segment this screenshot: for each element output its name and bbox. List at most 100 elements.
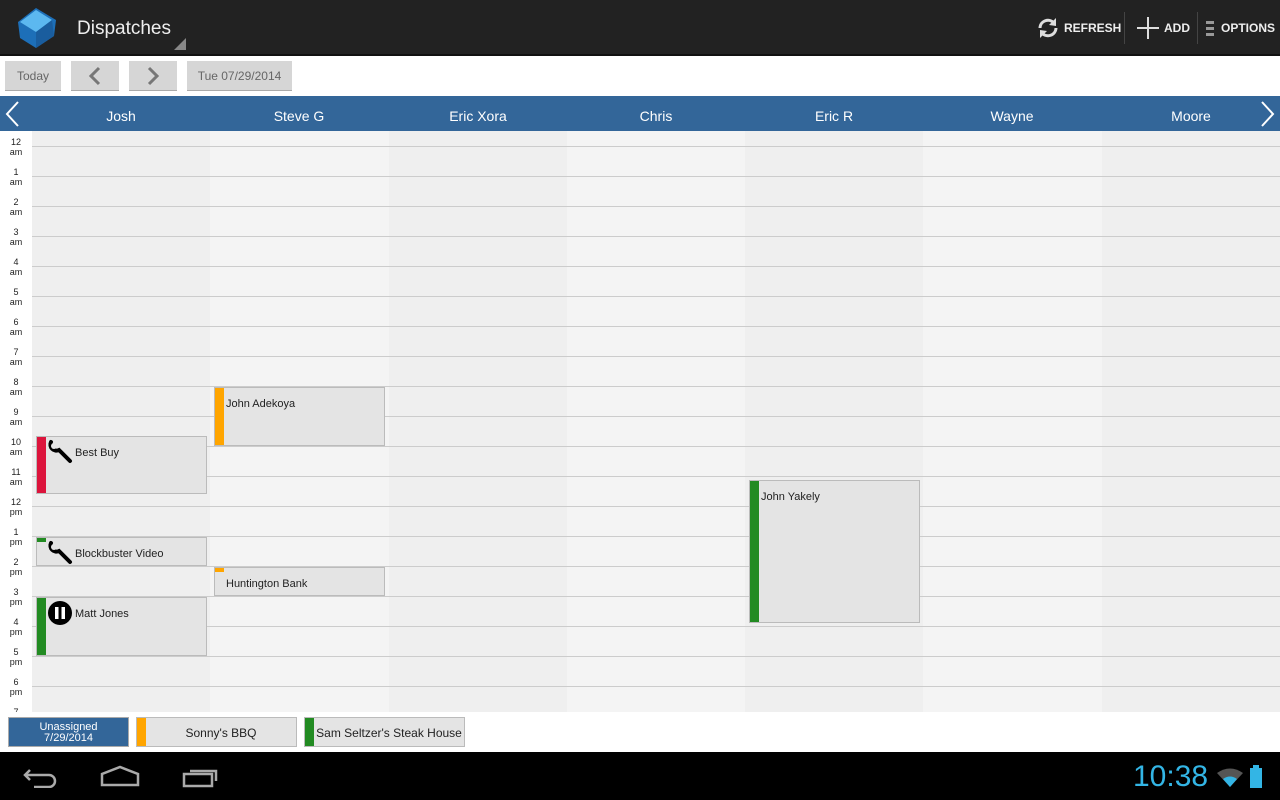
hour-number: 7 <box>13 707 19 712</box>
pause-icon <box>48 600 72 625</box>
hour-label: 10 am <box>0 437 32 457</box>
hour-line <box>32 236 1280 237</box>
dropdown-indicator-icon[interactable] <box>174 38 186 50</box>
hour-line <box>32 296 1280 297</box>
hour-line <box>32 176 1280 177</box>
customer-legend-item[interactable]: Sonny's BBQ <box>136 717 297 747</box>
hour-period: pm <box>9 627 23 637</box>
hour-number: 12 <box>10 497 21 507</box>
hour-number: 2 <box>13 197 19 207</box>
add-label: ADD <box>1164 21 1190 35</box>
legend-label: Sonny's BBQ <box>185 726 257 740</box>
hour-number: 9 <box>13 407 19 417</box>
hour-period: am <box>9 387 23 397</box>
hour-period: pm <box>9 657 23 667</box>
status-strip <box>37 537 46 542</box>
hour-period: am <box>9 147 23 157</box>
hour-label: 8 am <box>0 377 32 397</box>
technician-column[interactable] <box>389 131 568 712</box>
column-header[interactable]: Josh <box>106 108 136 124</box>
hour-number: 4 <box>13 617 19 627</box>
app-logo-icon[interactable] <box>14 6 60 50</box>
status-strip <box>37 437 46 493</box>
dispatch-event[interactable]: Huntington Bank <box>214 566 385 596</box>
recent-apps-icon[interactable] <box>182 766 220 788</box>
technician-column[interactable] <box>745 131 924 712</box>
dispatch-event[interactable]: John Adekoya <box>214 386 385 446</box>
column-header[interactable]: Wayne <box>990 108 1034 124</box>
dispatch-event[interactable]: John Yakely <box>749 479 920 623</box>
event-title: Blockbuster Video <box>75 547 164 560</box>
hour-line <box>32 446 1280 447</box>
refresh-icon <box>1038 18 1058 38</box>
unassigned-button[interactable]: Unassigned 7/29/2014 <box>8 717 129 747</box>
hour-label: 4 am <box>0 257 32 277</box>
hour-number: 4 <box>13 257 19 267</box>
hour-period: am <box>9 417 23 427</box>
hour-number: 2 <box>13 557 19 567</box>
column-header[interactable]: Chris <box>639 108 673 124</box>
options-button[interactable]: OPTIONS <box>1205 0 1275 56</box>
hour-number: 7 <box>13 347 19 357</box>
column-header[interactable]: Steve G <box>273 108 325 124</box>
action-bar: Dispatches REFRESH ADD OPTIONS <box>0 0 1280 56</box>
hour-label: 2 am <box>0 197 32 217</box>
date-picker-button[interactable]: Tue 07/29/2014 <box>187 61 292 91</box>
hour-label: 9 am <box>0 407 32 427</box>
event-title: John Yakely <box>761 490 820 503</box>
hour-period: am <box>9 297 23 307</box>
hour-number: 6 <box>13 677 19 687</box>
hour-period: am <box>9 237 23 247</box>
hour-line <box>32 206 1280 207</box>
home-icon[interactable] <box>100 765 140 787</box>
technician-column[interactable] <box>567 131 746 712</box>
hour-period: am <box>9 477 23 487</box>
column-header[interactable]: Eric Xora <box>449 108 507 124</box>
column-header[interactable]: Eric R <box>814 108 854 124</box>
event-title: Huntington Bank <box>226 577 308 590</box>
next-day-button[interactable] <box>129 61 177 91</box>
hour-line <box>32 326 1280 327</box>
legend-color <box>305 718 314 746</box>
column-header[interactable]: Moore <box>1171 108 1211 124</box>
event-title: Best Buy <box>75 447 120 460</box>
customer-legend-item[interactable]: Sam Seltzer's Steak House <box>304 717 465 747</box>
technician-column[interactable] <box>923 131 1102 712</box>
dispatch-event[interactable]: Blockbuster Video <box>36 536 207 566</box>
hour-label: 12 am <box>0 137 32 157</box>
menu-icon <box>1206 21 1214 36</box>
status-strip <box>215 567 224 572</box>
hour-label: 3 am <box>0 227 32 247</box>
hour-line <box>32 266 1280 267</box>
system-bar: 10:38 <box>0 752 1280 800</box>
hour-period: am <box>9 447 23 457</box>
back-icon[interactable] <box>22 766 58 788</box>
hour-label: 1 am <box>0 167 32 187</box>
hour-period: pm <box>9 507 23 517</box>
technician-column[interactable] <box>1102 131 1280 712</box>
app-title[interactable]: Dispatches <box>77 18 171 39</box>
chevron-left-icon <box>88 66 101 85</box>
scroll-left-icon[interactable] <box>4 100 20 128</box>
chevron-right-icon <box>147 66 160 85</box>
schedule-grid[interactable]: 12 am 1 am 2 am 3 am 4 am 5 am 6 am 7 am 8 am 9 am 10 am 11 am 1… <box>0 131 1280 712</box>
refresh-button[interactable]: REFRESH <box>1036 0 1121 56</box>
hour-label: 4 pm <box>0 617 32 637</box>
hour-label: 6 pm <box>0 677 32 697</box>
legend-color <box>137 718 146 746</box>
options-label: OPTIONS <box>1221 21 1276 35</box>
dispatch-event[interactable]: Best Buy <box>36 436 207 494</box>
hour-label: 12 pm <box>0 497 32 517</box>
scroll-right-icon[interactable] <box>1260 100 1276 128</box>
wifi-icon <box>1217 768 1243 787</box>
previous-day-button[interactable] <box>71 61 119 91</box>
today-button[interactable]: Today <box>5 61 61 91</box>
add-button[interactable]: ADD <box>1136 0 1190 56</box>
wrench-icon <box>48 540 72 564</box>
hour-number: 12 <box>10 137 21 147</box>
hour-number: 1 <box>13 527 19 537</box>
wrench-icon <box>48 440 72 464</box>
dispatch-event[interactable]: Matt Jones <box>36 596 207 656</box>
legend-label: Sam Seltzer's Steak House <box>316 726 462 740</box>
technician-header: Josh Steve G Eric Xora Chris Eric R Wayne Moor… <box>0 96 1280 131</box>
